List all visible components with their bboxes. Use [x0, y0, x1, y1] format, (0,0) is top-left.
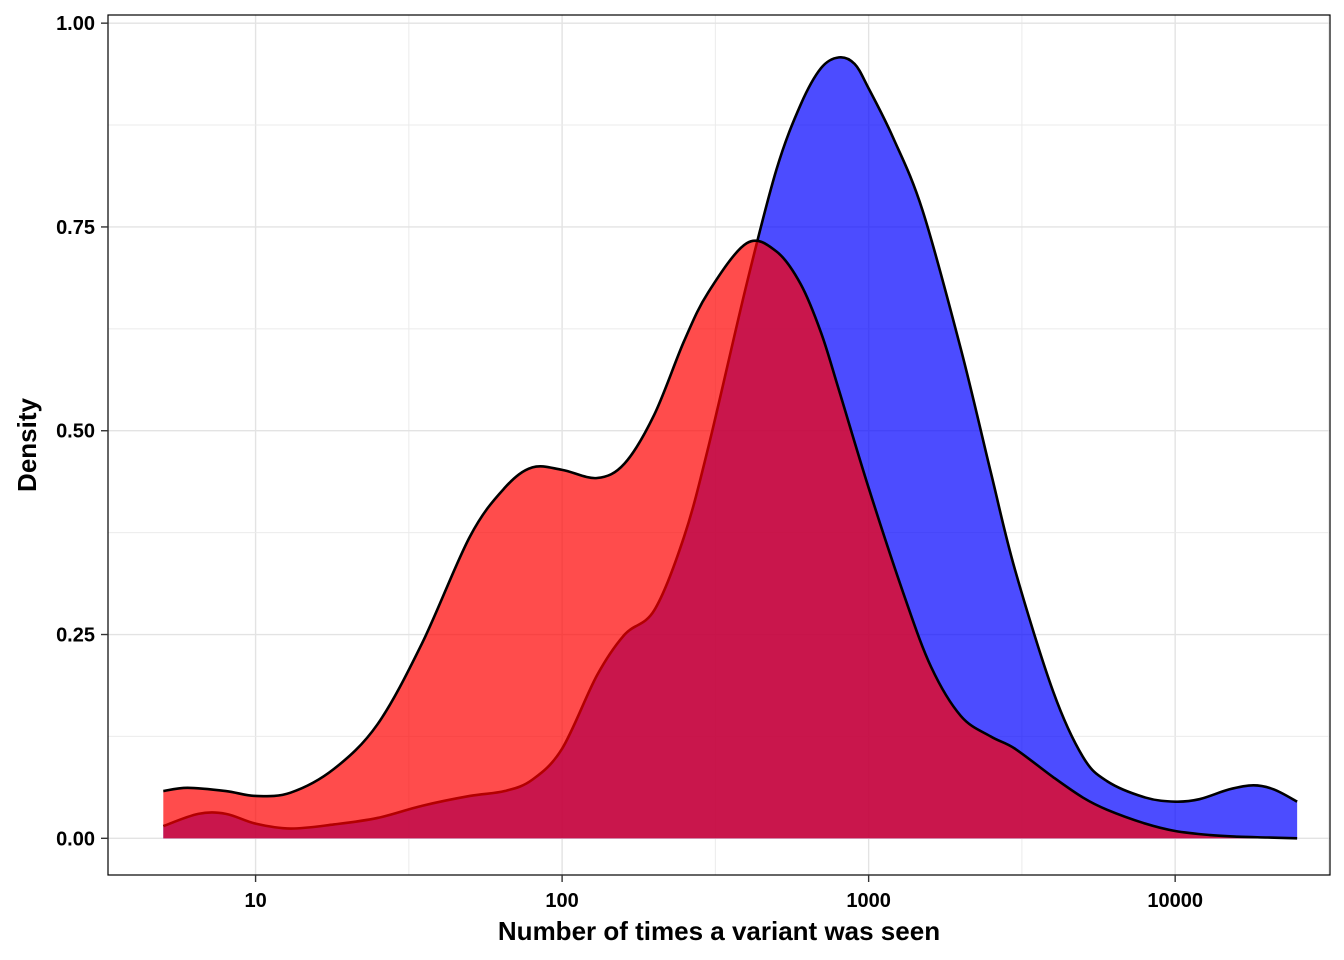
density-series [162, 55, 1298, 840]
y-tick-label: 0.00 [56, 828, 95, 850]
y-axis: 0.00 0.25 0.50 0.75 1.00 [56, 13, 108, 850]
density-area-2 [163, 240, 1298, 839]
y-tick-label: 0.50 [56, 421, 95, 443]
y-tick-label: 0.75 [56, 217, 95, 239]
y-tick-label: 1.00 [56, 13, 95, 35]
y-axis-title: Density [12, 398, 42, 492]
x-tick-label: 100 [545, 890, 578, 912]
plot-panel-border [107, 14, 1331, 876]
x-tick-label: 1000 [846, 890, 891, 912]
x-axis: 10 100 1000 10000 [244, 875, 1203, 912]
y-tick-label: 0.25 [56, 625, 95, 647]
x-tick-label: 10000 [1147, 890, 1203, 912]
density-line-2 [163, 239, 1298, 840]
x-tick-label: 10 [244, 890, 266, 912]
x-axis-title: Number of times a variant was seen [498, 916, 940, 946]
